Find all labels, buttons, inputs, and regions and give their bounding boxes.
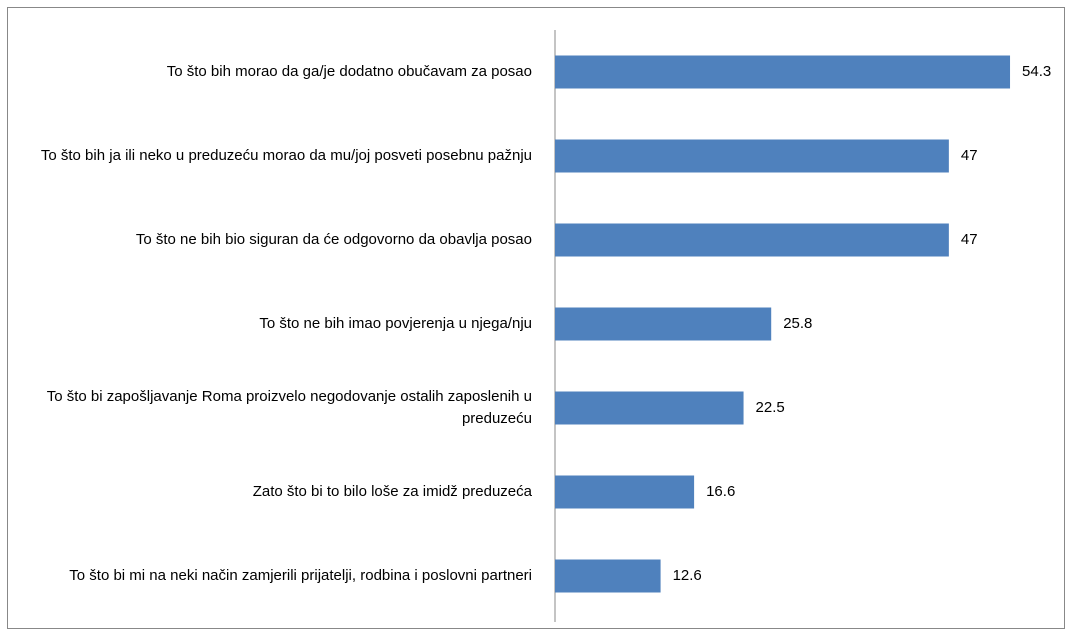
value-label: 25.8 [783, 315, 812, 332]
bar [555, 223, 949, 257]
category-label: To što bi mi na neki način zamjerili pri… [69, 567, 532, 584]
value-label: 47 [961, 147, 978, 164]
value-label: 22.5 [756, 399, 785, 416]
category-label: To što bih ja ili neko u preduzeću morao… [40, 147, 532, 164]
bar [555, 475, 695, 509]
bar [555, 55, 1011, 89]
bar [555, 559, 661, 593]
category-label: To što bi zapošljavanje Roma proizvelo n… [46, 388, 532, 427]
chart-frame [7, 7, 1065, 629]
category-label: To što ne bih imao povjerenja u njega/nj… [259, 315, 532, 332]
value-label: 16.6 [706, 483, 735, 500]
category-label: To što bih morao da ga/je dodatno obučav… [166, 63, 532, 80]
value-label: 54.3 [1022, 63, 1051, 80]
bar [555, 139, 949, 173]
value-label: 47 [961, 231, 978, 248]
bar [555, 307, 772, 341]
category-label: Zato što bi to bilo loše za imidž preduz… [252, 483, 532, 500]
bar [555, 391, 744, 425]
value-label: 12.6 [673, 567, 702, 584]
category-label: To što ne bih bio siguran da će odgovorn… [135, 231, 532, 248]
